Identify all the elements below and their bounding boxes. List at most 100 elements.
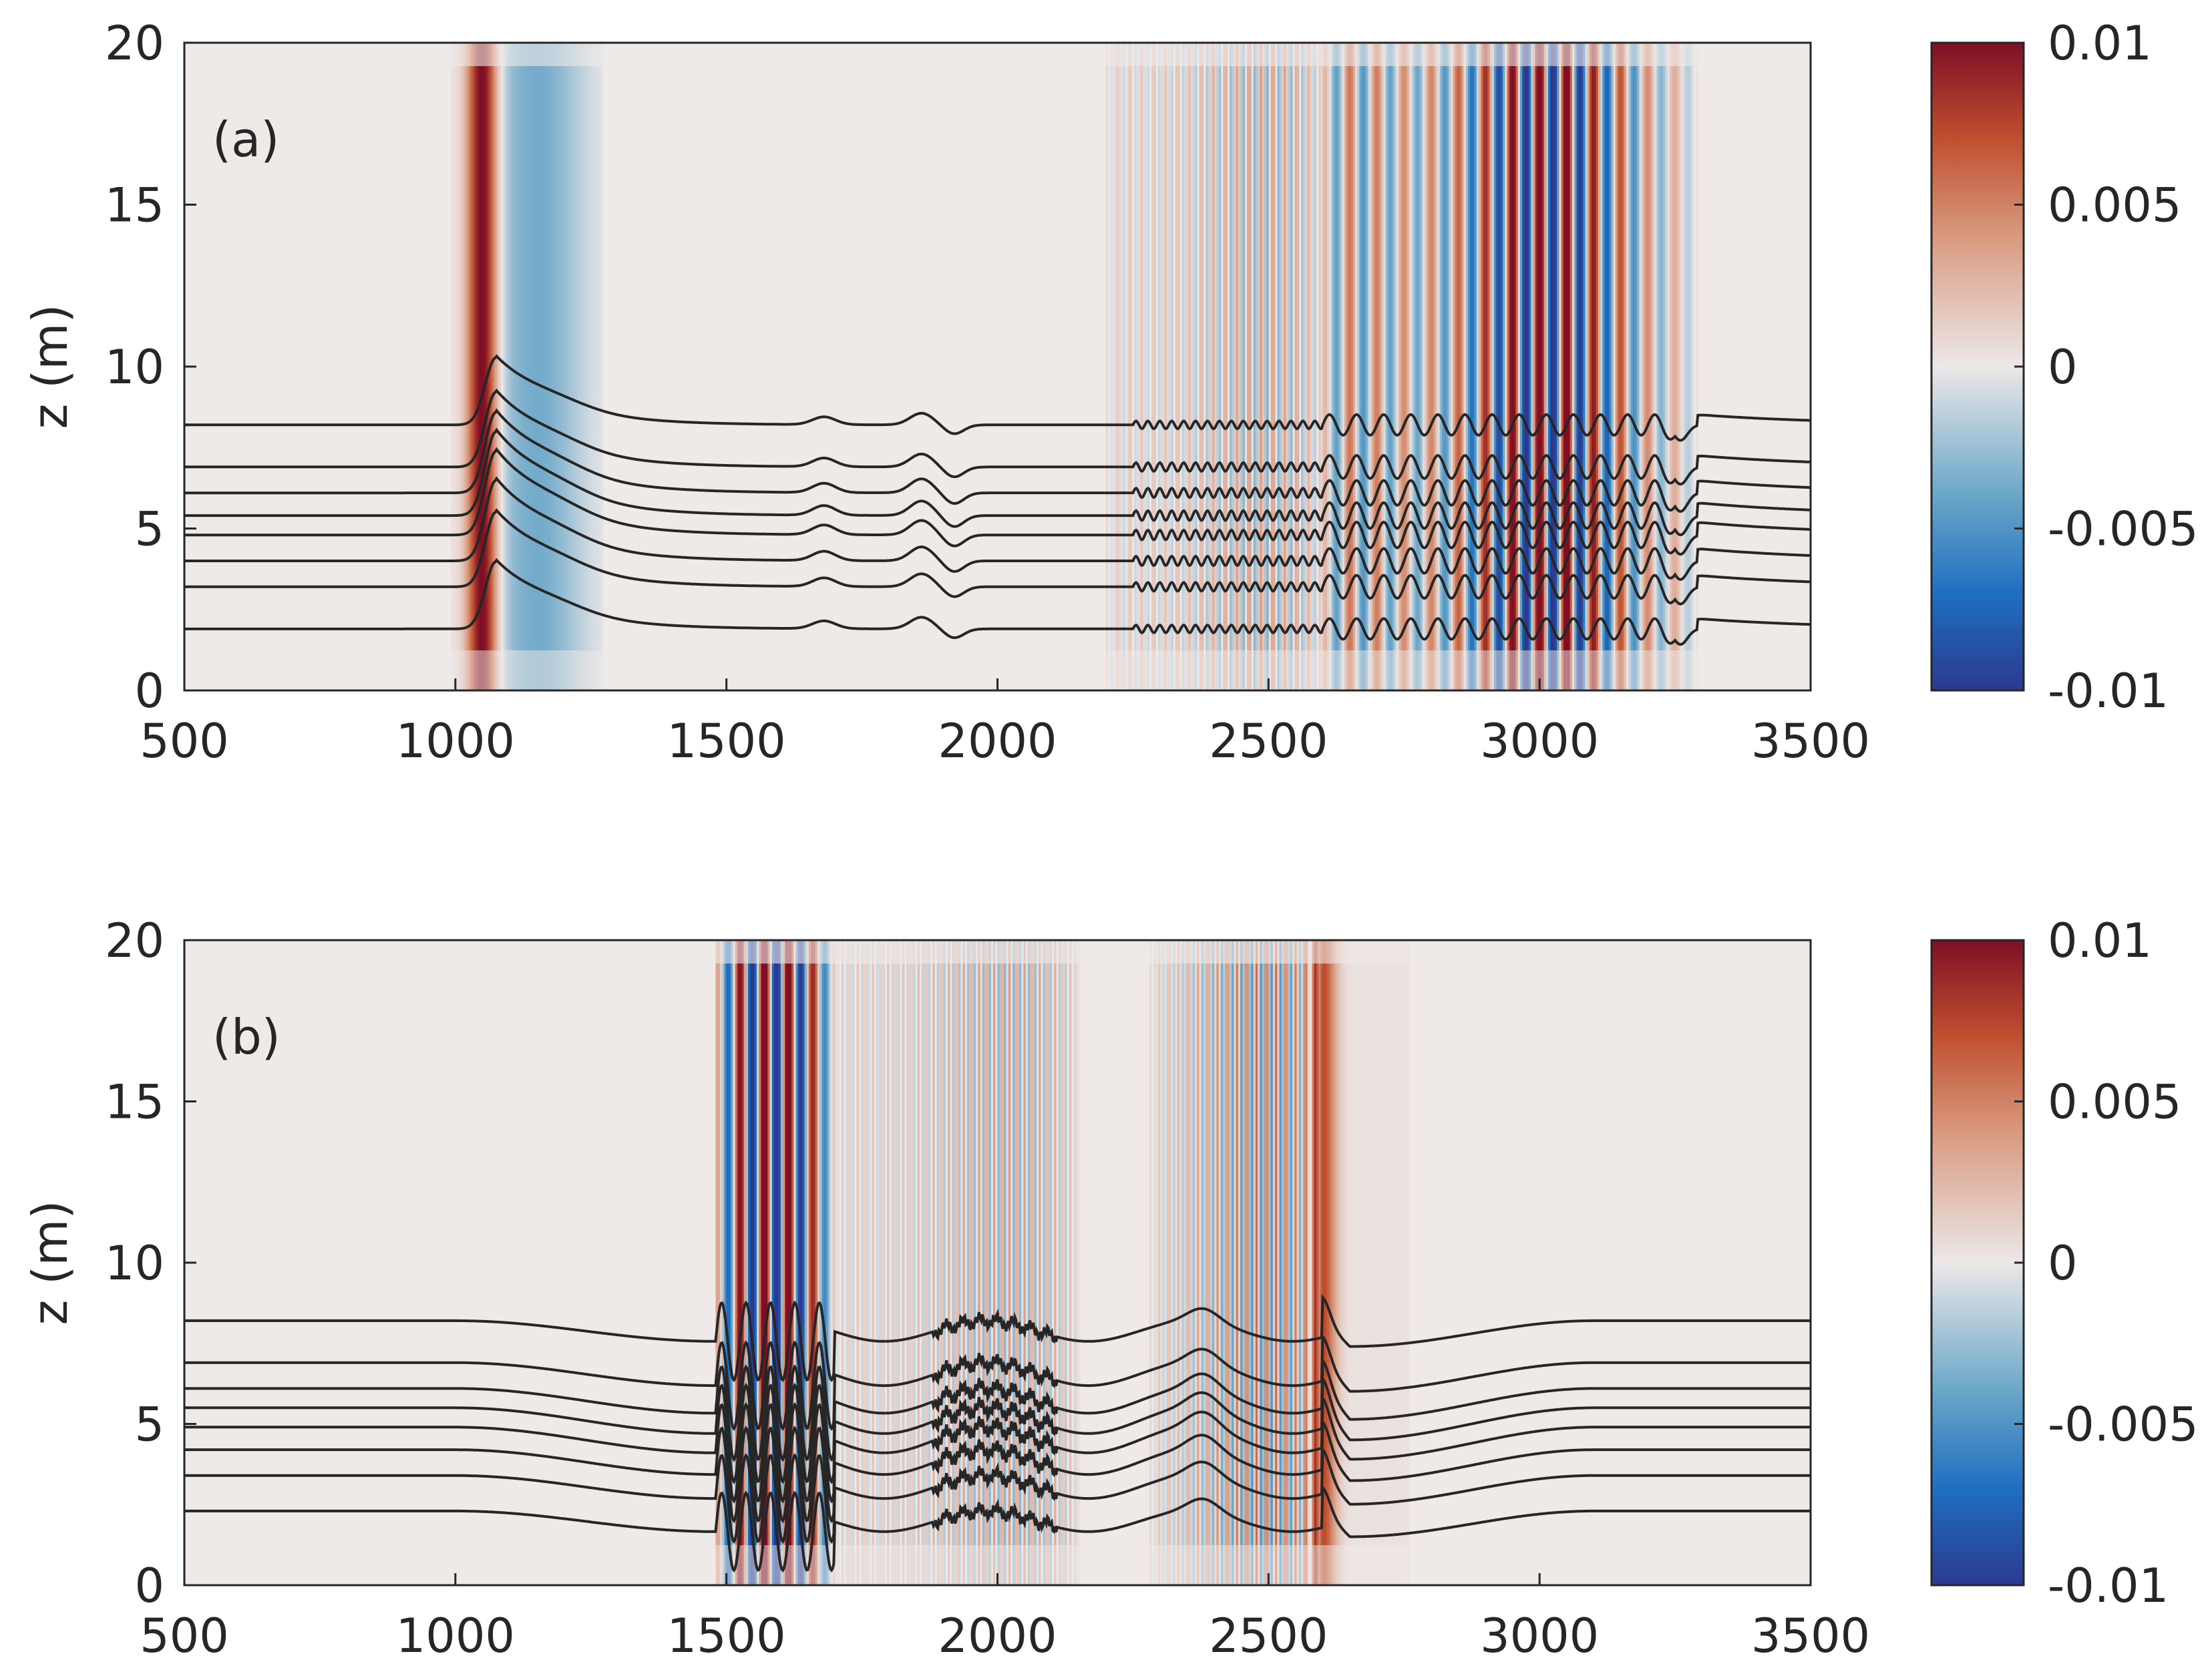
heatmap-cell <box>1322 43 1326 690</box>
heatmap-cell <box>999 940 1002 1585</box>
heatmap-cell <box>1294 43 1298 690</box>
heatmap-cell <box>1615 43 1618 690</box>
x-tick-label: 3500 <box>1751 714 1870 769</box>
heatmap-cell <box>1383 43 1387 690</box>
heatmap-cell <box>1164 43 1167 690</box>
heatmap-cell <box>1435 43 1439 690</box>
panel-label: (a) <box>212 112 279 168</box>
heatmap-cell <box>516 43 519 690</box>
heatmap-cell <box>1227 940 1230 1585</box>
heatmap-cell <box>1346 43 1350 690</box>
heatmap-cell <box>1296 940 1300 1585</box>
heatmap-cell <box>1660 43 1664 690</box>
heatmap-cell <box>986 940 990 1585</box>
heatmap-cell <box>1517 43 1521 690</box>
heatmap-cell <box>1296 43 1300 690</box>
heatmap-cell <box>1361 43 1364 690</box>
heatmap-cell <box>524 43 528 690</box>
heatmap-cell <box>1236 43 1239 690</box>
heatmap-cell <box>1574 43 1577 690</box>
heatmap-cell <box>717 940 721 1585</box>
heatmap-cell <box>1201 940 1204 1585</box>
colorbar <box>1930 41 2025 692</box>
heatmap-cell <box>1592 43 1594 690</box>
heatmap-cell <box>797 940 801 1585</box>
heatmap-cell <box>1206 940 1209 1585</box>
heatmap-cell <box>1208 940 1211 1585</box>
heatmap-cell <box>757 940 759 1585</box>
heatmap-cell <box>1307 43 1310 690</box>
heatmap-cell <box>1326 940 1330 1585</box>
heatmap-cell <box>724 940 727 1585</box>
heatmap-cell <box>1455 43 1458 690</box>
heatmap-cell <box>1320 940 1324 1585</box>
heatmap-cell <box>594 43 597 690</box>
heatmap-cell <box>1010 940 1013 1585</box>
heatmap-cell <box>960 940 964 1585</box>
heatmap-cell <box>1190 43 1193 690</box>
heatmap-cell <box>1155 940 1159 1585</box>
heatmap-cell <box>1232 940 1234 1585</box>
heatmap-cell <box>522 43 526 690</box>
heatmap-cell <box>1234 940 1237 1585</box>
heatmap-cell <box>1585 43 1588 690</box>
colorbar-tick-label: 0 <box>2048 340 2078 395</box>
heatmap-cell <box>1041 940 1044 1585</box>
heatmap-cell <box>1229 940 1232 1585</box>
heatmap-cell <box>1153 43 1157 690</box>
heatmap-cell <box>902 940 905 1585</box>
heatmap-cell <box>1543 43 1547 690</box>
contour-line <box>184 1374 1811 1484</box>
heatmap-cell <box>1340 43 1343 690</box>
heatmap-cell <box>1286 43 1289 690</box>
heatmap-cell <box>1433 43 1436 690</box>
heatmap-cell <box>1314 43 1317 690</box>
heatmap-cell <box>941 940 944 1585</box>
colorbar-tick-label: 0.005 <box>2048 178 2181 233</box>
heatmap-cell <box>1324 43 1328 690</box>
heatmap-cell <box>1672 43 1675 690</box>
heatmap-cell <box>1272 940 1276 1585</box>
heatmap-cell <box>1383 940 1387 1585</box>
heatmap-cell <box>1689 43 1692 690</box>
contour-line <box>184 1333 1811 1431</box>
heatmap-cell <box>1429 43 1432 690</box>
heatmap-cell <box>1112 43 1115 690</box>
heatmap-cell <box>1171 940 1174 1585</box>
heatmap-cell <box>1270 940 1274 1585</box>
heatmap-cell <box>780 940 783 1585</box>
heatmap-cell <box>1045 940 1048 1585</box>
heatmap-cell <box>1208 43 1211 690</box>
heatmap-cell <box>1136 43 1139 690</box>
heatmap-cell <box>1376 43 1380 690</box>
heatmap-cell <box>1442 43 1445 690</box>
heatmap-cell <box>1175 940 1178 1585</box>
heatmap-cell <box>1284 940 1286 1585</box>
heatmap-cell <box>1240 940 1243 1585</box>
y-tick-label: 15 <box>105 178 164 233</box>
heatmap-cell <box>1238 43 1241 690</box>
heatmap-cell <box>533 43 536 690</box>
heatmap-cell <box>893 940 896 1585</box>
heatmap-cell <box>737 940 740 1585</box>
heatmap-cell <box>748 940 751 1585</box>
heatmap-cell <box>1355 43 1358 690</box>
heatmap-cell <box>1656 43 1660 690</box>
heatmap-cell <box>492 43 495 690</box>
contour-line <box>184 1293 1811 1382</box>
heatmap-cell <box>722 940 725 1585</box>
heatmap-cell <box>1399 43 1401 690</box>
heatmap-cell <box>1468 43 1471 690</box>
heatmap-cell <box>1264 940 1267 1585</box>
heatmap-cell <box>1561 43 1564 690</box>
heatmap-cell <box>1012 940 1016 1585</box>
heatmap-cell <box>479 43 482 690</box>
heatmap-cell <box>1242 43 1246 690</box>
heatmap-cell <box>538 43 541 690</box>
heatmap-cell <box>908 940 912 1585</box>
heatmap-cell <box>1160 940 1163 1585</box>
heatmap-cell <box>1489 43 1493 690</box>
heatmap-cell <box>1667 43 1670 690</box>
heatmap-cell <box>1183 43 1187 690</box>
heatmap-cell <box>1470 43 1473 690</box>
